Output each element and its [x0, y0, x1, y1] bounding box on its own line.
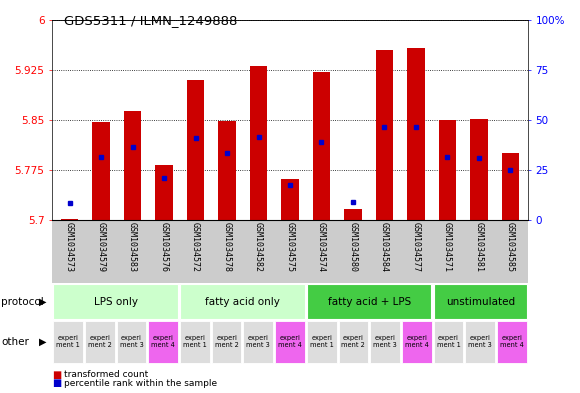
Bar — [339, 321, 368, 363]
Text: GSM1034572: GSM1034572 — [191, 222, 200, 272]
Text: experi
ment 3: experi ment 3 — [119, 335, 143, 349]
Bar — [281, 179, 299, 220]
Text: experi
ment 4: experi ment 4 — [278, 335, 302, 349]
Bar — [180, 285, 304, 319]
Text: GSM1034574: GSM1034574 — [317, 222, 326, 272]
Bar — [124, 111, 141, 220]
Text: protocol: protocol — [1, 297, 44, 307]
Text: experi
ment 2: experi ment 2 — [215, 335, 238, 349]
Bar — [180, 321, 210, 363]
Bar — [53, 285, 177, 319]
Text: GSM1034583: GSM1034583 — [128, 222, 137, 272]
Bar — [434, 285, 527, 319]
Bar — [345, 209, 362, 220]
Bar — [434, 321, 463, 363]
Bar — [497, 321, 527, 363]
Bar — [244, 321, 273, 363]
Text: experi
ment 4: experi ment 4 — [405, 335, 429, 349]
Text: ▶: ▶ — [39, 297, 47, 307]
Bar — [402, 321, 432, 363]
Text: LPS only: LPS only — [93, 297, 137, 307]
Text: ■: ■ — [52, 369, 61, 380]
Text: GSM1034578: GSM1034578 — [223, 222, 231, 272]
Text: GSM1034582: GSM1034582 — [254, 222, 263, 272]
Bar — [92, 122, 110, 220]
Text: GSM1034581: GSM1034581 — [474, 222, 484, 272]
Bar — [439, 120, 456, 220]
Bar — [407, 48, 425, 220]
Bar — [376, 50, 393, 220]
Text: GSM1034576: GSM1034576 — [160, 222, 169, 272]
Text: ■: ■ — [52, 378, 61, 388]
Text: fatty acid + LPS: fatty acid + LPS — [328, 297, 411, 307]
Bar — [85, 321, 115, 363]
Text: experi
ment 3: experi ment 3 — [374, 335, 397, 349]
Bar — [465, 321, 495, 363]
Bar — [275, 321, 305, 363]
Text: experi
ment 2: experi ment 2 — [88, 335, 112, 349]
Text: experi
ment 1: experi ment 1 — [183, 335, 206, 349]
Bar — [307, 321, 336, 363]
Text: experi
ment 3: experi ment 3 — [246, 335, 270, 349]
Bar — [155, 165, 173, 220]
Text: percentile rank within the sample: percentile rank within the sample — [64, 379, 217, 387]
Text: unstimulated: unstimulated — [445, 297, 515, 307]
Text: GSM1034580: GSM1034580 — [349, 222, 357, 272]
Bar — [370, 321, 400, 363]
Bar — [470, 119, 488, 220]
Text: GSM1034585: GSM1034585 — [506, 222, 515, 272]
Bar — [212, 321, 241, 363]
Text: ▶: ▶ — [39, 337, 47, 347]
Text: transformed count: transformed count — [64, 370, 148, 379]
Bar — [148, 321, 178, 363]
Text: fatty acid only: fatty acid only — [205, 297, 280, 307]
Text: experi
ment 1: experi ment 1 — [56, 335, 80, 349]
Bar — [502, 153, 519, 220]
Bar — [313, 72, 330, 220]
Text: experi
ment 1: experi ment 1 — [310, 335, 334, 349]
Text: other: other — [1, 337, 29, 347]
Text: GSM1034579: GSM1034579 — [96, 222, 106, 272]
Text: experi
ment 4: experi ment 4 — [151, 335, 175, 349]
Bar — [61, 219, 78, 220]
Text: GSM1034577: GSM1034577 — [411, 222, 420, 272]
Bar — [307, 285, 432, 319]
Bar — [53, 321, 83, 363]
Bar — [218, 121, 235, 220]
Bar — [250, 66, 267, 220]
Text: experi
ment 2: experi ment 2 — [342, 335, 365, 349]
Text: experi
ment 3: experi ment 3 — [469, 335, 492, 349]
Text: GSM1034575: GSM1034575 — [285, 222, 295, 272]
Text: GSM1034573: GSM1034573 — [65, 222, 74, 272]
Text: GSM1034584: GSM1034584 — [380, 222, 389, 272]
Text: experi
ment 1: experi ment 1 — [437, 335, 461, 349]
Bar — [187, 80, 204, 220]
Text: GSM1034571: GSM1034571 — [443, 222, 452, 272]
Text: experi
ment 4: experi ment 4 — [500, 335, 524, 349]
Text: GDS5311 / ILMN_1249888: GDS5311 / ILMN_1249888 — [64, 14, 237, 27]
Bar — [117, 321, 146, 363]
